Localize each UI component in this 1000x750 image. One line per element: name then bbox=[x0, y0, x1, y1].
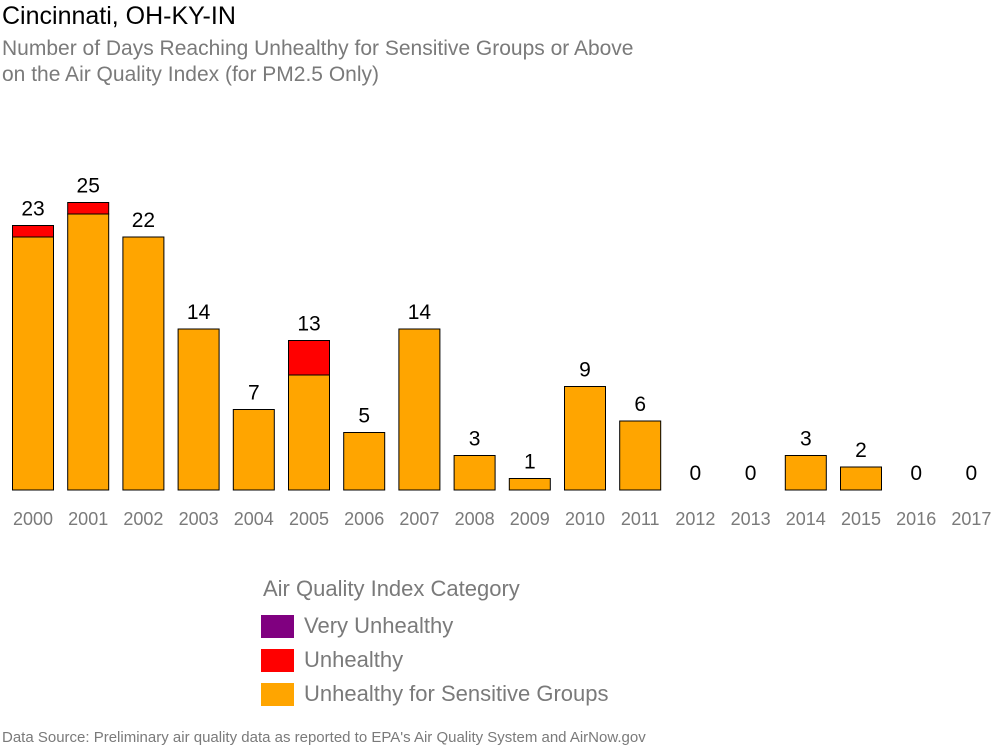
data-label-2001: 25 bbox=[77, 175, 100, 198]
x-tick-label-2000: 2000 bbox=[13, 509, 53, 529]
data-label-2003: 14 bbox=[187, 301, 211, 324]
x-tick-label-2008: 2008 bbox=[455, 509, 495, 529]
data-label-2008: 3 bbox=[469, 428, 481, 451]
bar-chart: 2320002520012220021420037200413200552006… bbox=[12, 175, 991, 529]
data-label-2013: 0 bbox=[745, 462, 757, 485]
data-label-2012: 0 bbox=[690, 462, 702, 485]
x-tick-label-2002: 2002 bbox=[123, 509, 163, 529]
legend-swatch-unhealthy bbox=[261, 649, 294, 672]
bar-2011-series-0 bbox=[619, 420, 662, 491]
x-tick-label-2001: 2001 bbox=[68, 509, 108, 529]
data-label-2005: 13 bbox=[297, 313, 320, 336]
bar-2005-series-0 bbox=[288, 374, 330, 491]
subtitle-line-1: Number of Days Reaching Unhealthy for Se… bbox=[2, 37, 634, 60]
bar-2000-series-0 bbox=[12, 236, 54, 491]
x-tick-label-2009: 2009 bbox=[510, 509, 550, 529]
bar-2002-series-0 bbox=[122, 236, 165, 491]
bar-2009-series-0 bbox=[508, 478, 551, 491]
bar-2008-series-0 bbox=[453, 455, 496, 491]
x-tick-label-2006: 2006 bbox=[344, 509, 384, 529]
x-tick-label-2010: 2010 bbox=[565, 509, 605, 529]
data-label-2002: 22 bbox=[132, 209, 155, 232]
data-label-2007: 14 bbox=[408, 301, 432, 324]
bar-2001-series-1 bbox=[67, 202, 110, 215]
bar-2001-series-0 bbox=[67, 213, 110, 491]
x-tick-label-2005: 2005 bbox=[289, 509, 329, 529]
legend-label-unhealthy: Unhealthy bbox=[304, 647, 404, 672]
x-tick-label-2017: 2017 bbox=[951, 509, 991, 529]
data-label-2014: 3 bbox=[800, 428, 812, 451]
data-label-2011: 6 bbox=[634, 393, 646, 416]
chart-subtitle: Number of Days Reaching Unhealthy for Se… bbox=[2, 36, 634, 88]
data-label-2017: 0 bbox=[966, 462, 978, 485]
x-tick-label-2007: 2007 bbox=[399, 509, 439, 529]
bar-2006-series-0 bbox=[343, 432, 386, 491]
bar-2000-series-1 bbox=[12, 225, 54, 238]
x-tick-label-2014: 2014 bbox=[786, 509, 826, 529]
data-label-2016: 0 bbox=[910, 462, 922, 485]
x-tick-label-2015: 2015 bbox=[841, 509, 881, 529]
legend-title: Air Quality Index Category bbox=[263, 576, 520, 601]
bar-2010-series-0 bbox=[564, 386, 606, 491]
x-tick-label-2011: 2011 bbox=[621, 509, 660, 529]
legend-label-usg: Unhealthy for Sensitive Groups bbox=[304, 681, 609, 706]
data-label-2006: 5 bbox=[358, 405, 370, 428]
bar-2014-series-0 bbox=[784, 455, 827, 491]
legend-swatch-very-unhealthy bbox=[261, 615, 294, 638]
data-label-2010: 9 bbox=[579, 359, 591, 382]
legend-swatch-usg bbox=[261, 683, 294, 706]
bar-2007-series-0 bbox=[398, 328, 441, 491]
x-tick-label-2016: 2016 bbox=[896, 509, 936, 529]
data-source-note: Data Source: Preliminary air quality dat… bbox=[2, 729, 646, 746]
data-label-2009: 1 bbox=[524, 451, 536, 474]
chart-title: Cincinnati, OH-KY-IN bbox=[2, 2, 236, 30]
bar-2005-series-1 bbox=[288, 340, 330, 376]
data-label-2015: 2 bbox=[855, 439, 867, 462]
data-label-2000: 23 bbox=[21, 198, 44, 221]
bar-2003-series-0 bbox=[177, 328, 220, 491]
x-tick-label-2004: 2004 bbox=[234, 509, 274, 529]
x-tick-label-2013: 2013 bbox=[731, 509, 771, 529]
bar-2004-series-0 bbox=[232, 409, 275, 491]
subtitle-line-2: on the Air Quality Index (for PM2.5 Only… bbox=[2, 63, 379, 86]
legend-label-very-unhealthy: Very Unhealthy bbox=[304, 613, 454, 638]
x-tick-label-2012: 2012 bbox=[675, 509, 715, 529]
x-tick-label-2003: 2003 bbox=[179, 509, 219, 529]
data-label-2004: 7 bbox=[248, 382, 260, 405]
bar-2015-series-0 bbox=[840, 466, 882, 491]
